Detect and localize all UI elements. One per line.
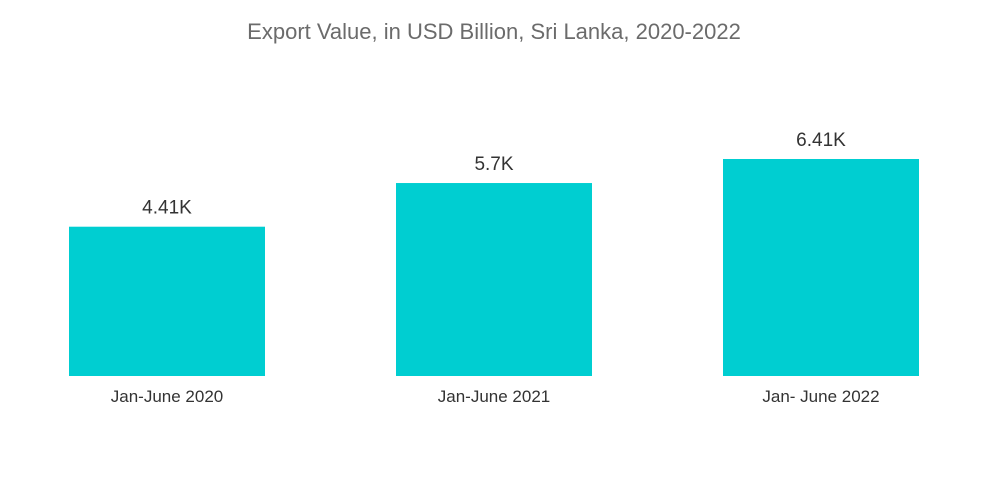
value-label-2: 5.7K: [474, 154, 513, 175]
category-label-2: Jan-June 2021: [438, 387, 550, 406]
category-label-1: Jan-June 2020: [111, 387, 223, 406]
bar-3: [723, 159, 919, 376]
bar-1: [69, 226, 265, 376]
chart-title: Export Value, in USD Billion, Sri Lanka,…: [247, 19, 741, 44]
bar-2: [396, 183, 592, 376]
category-label-3: Jan- June 2022: [762, 387, 879, 406]
value-label-3: 6.41K: [796, 130, 846, 151]
value-label-1: 4.41K: [142, 198, 192, 219]
bars-group: [69, 159, 919, 376]
category-labels-group: Jan-June 2020 Jan-June 2021 Jan- June 2022: [111, 387, 880, 406]
value-labels-group: 4.41K 5.7K 6.41K: [142, 130, 846, 219]
